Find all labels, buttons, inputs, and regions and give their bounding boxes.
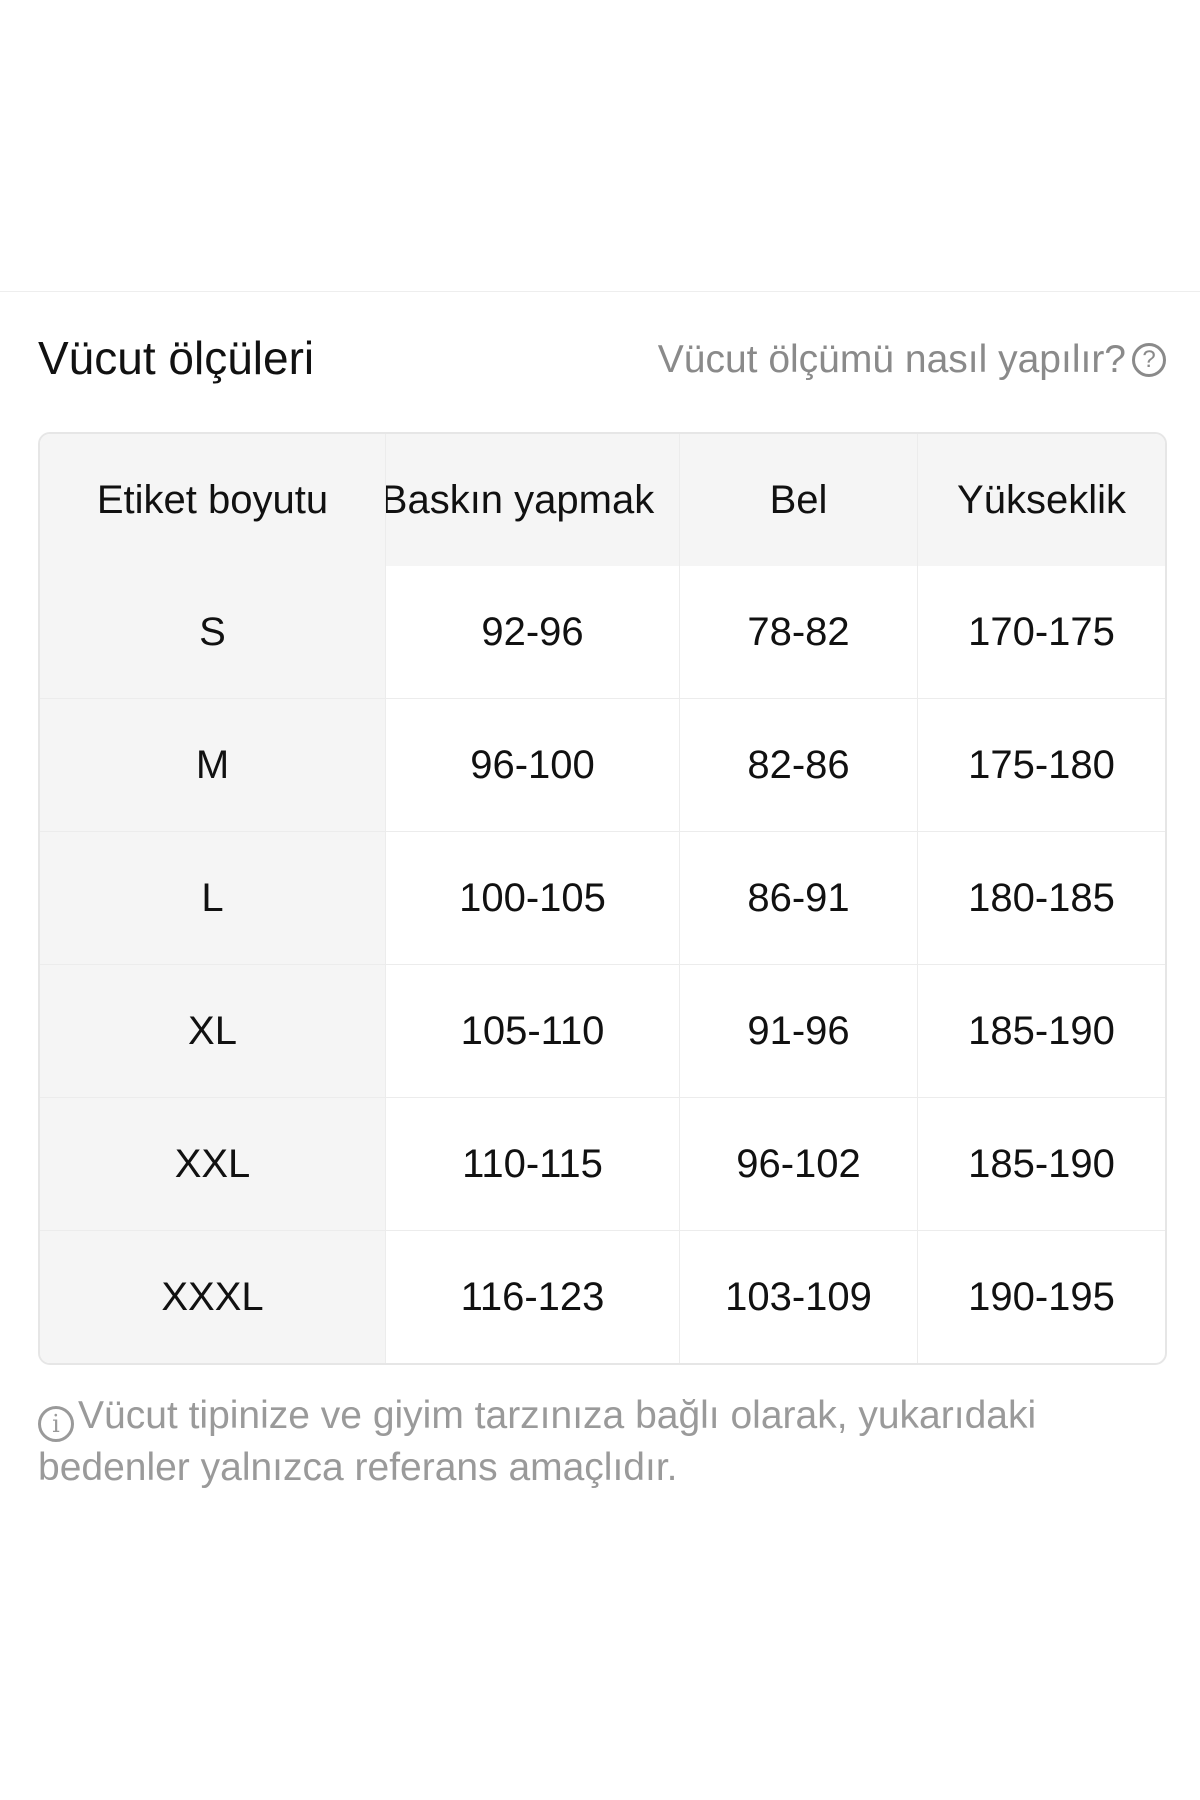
table-cell: 96-100 (385, 699, 679, 831)
table-cell: 116-123 (385, 1231, 679, 1363)
table-row: XL 105-110 91-96 185-190 (40, 964, 1165, 1097)
table-cell: 82-86 (679, 699, 917, 831)
table-row: M 96-100 82-86 175-180 (40, 698, 1165, 831)
how-to-measure-link[interactable]: Vücut ölçümü nasıl yapılır? ? (658, 336, 1166, 384)
table-cell: XL (40, 965, 385, 1097)
column-header: Baskın yapmak (385, 434, 679, 566)
column-header-label: Baskın yapmak (385, 477, 655, 522)
note-text: Vücut tipinize ve giyim tarzınıza bağlı … (38, 1394, 1037, 1489)
info-circle-icon: i (38, 1406, 74, 1442)
table-cell: 92-96 (385, 566, 679, 698)
table-cell: 100-105 (385, 832, 679, 964)
table-cell: M (40, 699, 385, 831)
how-to-measure-label: Vücut ölçümü nasıl yapılır? (657, 338, 1126, 381)
table-cell: 190-195 (917, 1231, 1165, 1363)
reference-note: i Vücut tipinize ve giyim tarzınıza bağlı… (38, 1390, 1158, 1494)
column-header: Yükseklik (917, 434, 1165, 566)
column-header: Etiket boyutu (40, 434, 385, 566)
table-cell: 170-175 (917, 566, 1165, 698)
table-cell: L (40, 832, 385, 964)
table-row: L 100-105 86-91 180-185 (40, 831, 1165, 964)
table-cell: 103-109 (679, 1231, 917, 1363)
size-table: Etiket boyutu Baskın yapmak Bel Yüksekli… (38, 432, 1167, 1365)
table-cell: 78-82 (679, 566, 917, 698)
table-cell: 105-110 (385, 965, 679, 1097)
table-row: S 92-96 78-82 170-175 (40, 566, 1165, 698)
table-cell: 86-91 (679, 832, 917, 964)
table-header-row: Etiket boyutu Baskın yapmak Bel Yüksekli… (40, 434, 1165, 566)
table-cell: 91-96 (679, 965, 917, 1097)
table-cell: XXXL (40, 1231, 385, 1363)
table-cell: 185-190 (917, 1098, 1165, 1230)
top-divider (0, 291, 1200, 292)
table-cell: XXL (40, 1098, 385, 1230)
table-cell: 180-185 (917, 832, 1165, 964)
table-cell: 185-190 (917, 965, 1165, 1097)
table-cell: 96-102 (679, 1098, 917, 1230)
page-title: Vücut ölçüleri (38, 332, 315, 384)
table-cell: S (40, 566, 385, 698)
question-circle-icon: ? (1132, 343, 1166, 377)
column-header: Bel (679, 434, 917, 566)
table-row: XXXL 116-123 103-109 190-195 (40, 1230, 1165, 1363)
table-cell: 175-180 (917, 699, 1165, 831)
table-cell: 110-115 (385, 1098, 679, 1230)
table-row: XXL 110-115 96-102 185-190 (40, 1097, 1165, 1230)
